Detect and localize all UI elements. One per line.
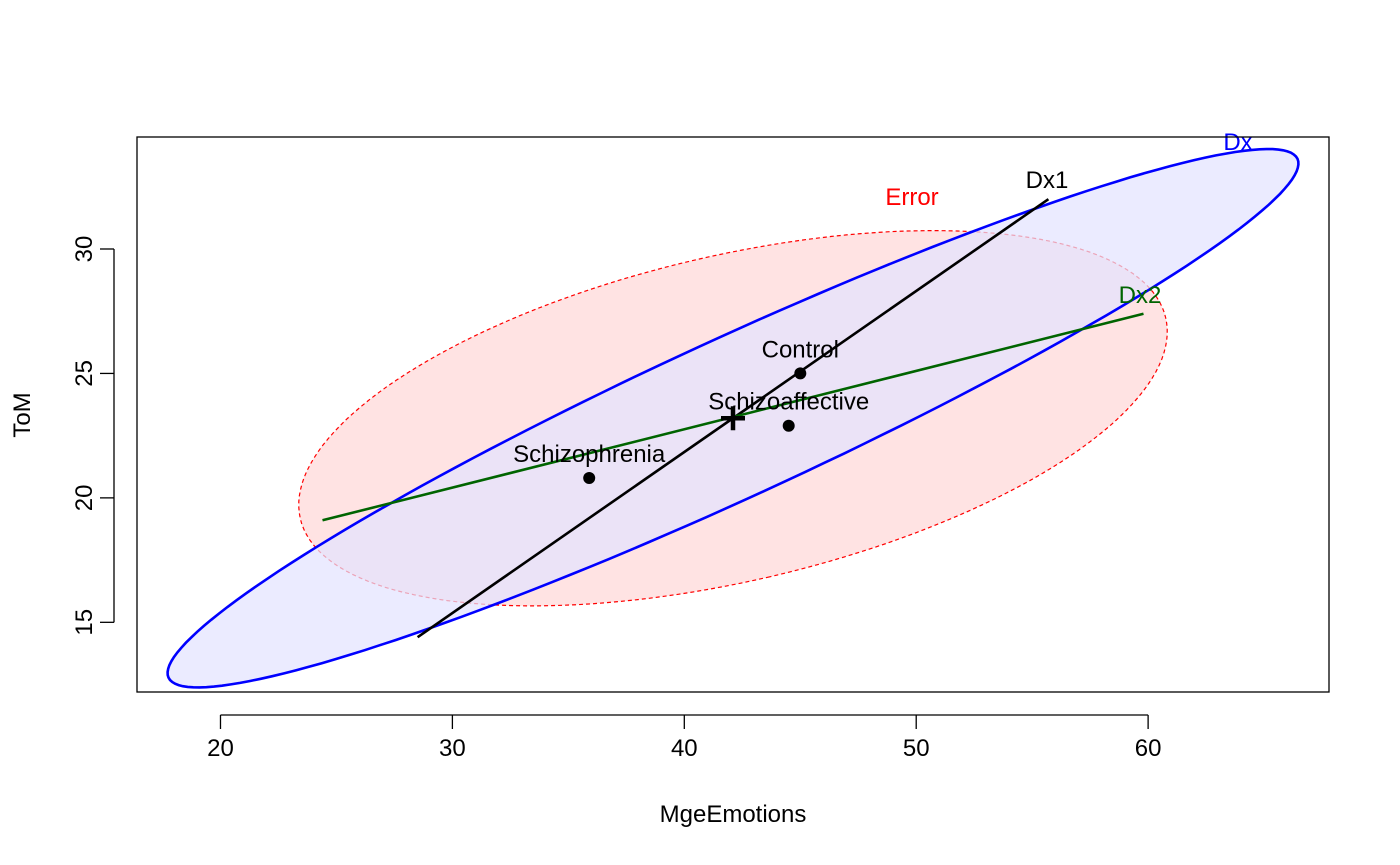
ellipse-label-error: Error (885, 184, 938, 211)
group-point-schizophrenia (583, 472, 596, 484)
axis-line-label-dx2: Dx2 (1119, 282, 1162, 309)
group-label-schizophrenia: Schizophrenia (513, 441, 666, 468)
x-tick-label-60: 60 (1135, 735, 1162, 762)
label-layer: Error Dx Dx1 Dx2 Control Schizoaffective Schiz… (513, 129, 1253, 468)
y-axis-title: ToM (9, 392, 36, 437)
axis-line-label-dx1: Dx1 (1026, 167, 1069, 194)
x-tick-label-40: 40 (671, 735, 698, 762)
y-axis: 15 20 25 30 (71, 236, 115, 636)
group-label-schizoaffective: Schizoaffective (708, 389, 869, 416)
group-point-control (794, 367, 807, 380)
y-tick-label-15: 15 (71, 609, 98, 636)
y-tick-label-25: 25 (71, 360, 98, 387)
group-point-schizoaffective (782, 419, 795, 432)
grand-mean-marker (721, 406, 745, 431)
ellipse-label-dx: Dx (1223, 129, 1252, 156)
x-tick-label-50: 50 (903, 735, 930, 762)
x-tick-label-30: 30 (439, 735, 466, 762)
plot-frame (136, 136, 1330, 693)
y-tick-label-20: 20 (71, 485, 98, 512)
x-tick-label-20: 20 (207, 735, 234, 762)
x-axis: 20 30 40 50 60 (207, 714, 1162, 762)
group-point-layer (583, 367, 807, 484)
y-tick-label-30: 30 (71, 236, 98, 263)
x-axis-title: MgeEmotions (660, 801, 807, 828)
group-label-control: Control (762, 336, 839, 363)
